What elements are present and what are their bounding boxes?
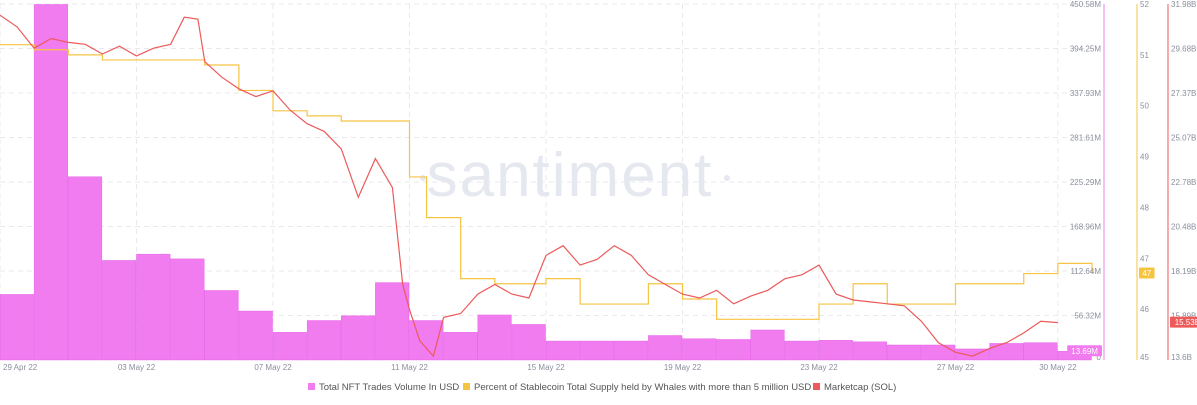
marketcap-axis-tick-label: 29.68B [1171, 45, 1196, 54]
legend-swatch [463, 383, 470, 390]
nft-volume-bar [375, 282, 410, 361]
whales-supply-line [0, 44, 1093, 320]
legend-label: Total NFT Trades Volume In USD [319, 382, 459, 393]
marketcap-axis-tick-label: 27.37B [1171, 89, 1196, 98]
nft-volume-bar [716, 339, 751, 361]
nft-volume-bar [306, 320, 341, 361]
nft-volume-bar [818, 340, 853, 361]
x-tick-label: 27 May 22 [937, 363, 975, 372]
whales-supply-axis-tick-label: 48 [1140, 203, 1149, 212]
nft-volume-bar [682, 338, 717, 361]
legend-swatch [308, 383, 315, 390]
legend-label: Percent of Stablecoin Total Supply held … [474, 382, 811, 393]
nft-volume-axis-tick-label: 225.29M [1070, 178, 1101, 187]
nft-volume-axis-tick-label: 337.93M [1070, 89, 1101, 98]
marketcap-axis-tick-label: 13.6B [1171, 353, 1192, 362]
nft-volume-bar [1023, 342, 1058, 361]
whales-supply-axis-tick-label: 45 [1140, 353, 1149, 362]
nft-volume-bar [852, 341, 887, 361]
whales-supply-axis-tick-label: 47 [1140, 254, 1149, 263]
nft-volume-bar [170, 258, 205, 361]
marketcap-axis-tick-label: 31.98B [1171, 0, 1196, 9]
legend: Total NFT Trades Volume In USD Percent of… [308, 382, 896, 393]
watermark-dot-left [420, 175, 426, 181]
whales-supply-axis-tick-label: 50 [1140, 102, 1149, 111]
x-tick-label: 29 Apr 22 [3, 363, 38, 372]
nft-volume-axis-current-value: 13.69M [1071, 347, 1098, 356]
nft-volume-bar [614, 340, 649, 361]
nft-volume-bar [477, 314, 512, 361]
nft-volume-axis-tick-label: 394.25M [1070, 45, 1101, 54]
nft-volume-bar [545, 340, 580, 361]
nft-volume-bars [0, 4, 1092, 361]
marketcap-axis-current-value: 15.53B [1175, 318, 1197, 327]
x-tick-label: 03 May 22 [118, 363, 156, 372]
nft-volume-bar [887, 344, 922, 361]
x-tick-label: 30 May 22 [1039, 363, 1077, 372]
nft-volume-bar [921, 344, 956, 361]
nft-volume-axis: 450.58M 394.25M 337.93M 281.61M 225.29M 168.9… [1067, 0, 1105, 362]
watermark-text: santiment [427, 141, 714, 210]
marketcap-axis-tick-label: 25.07B [1171, 134, 1196, 143]
nft-volume-bar [272, 332, 307, 361]
whales-supply-axis-current-value: 47 [1142, 269, 1151, 278]
nft-volume-bar [33, 4, 68, 361]
marketcap-axis: 31.98B 29.68B 27.37B 25.07B 22.78B 20.48B 18.1… [1167, 0, 1197, 362]
watermark-dot-right [724, 175, 730, 181]
nft-volume-bar [750, 329, 785, 361]
marketcap-axis-tick-label: 22.78B [1171, 178, 1196, 187]
nft-volume-bar [784, 340, 819, 361]
marketcap-axis-tick-label: 18.19B [1171, 267, 1196, 276]
nft-volume-bar [238, 310, 273, 361]
nft-volume-axis-tick-label: 281.61M [1070, 134, 1101, 143]
nft-volume-axis-tick-label: 56.32M [1074, 312, 1101, 321]
nft-volume-bar [989, 343, 1024, 361]
nft-volume-bar [443, 332, 478, 361]
marketcap-axis-current-badge [1170, 316, 1197, 328]
whales-supply-axis-tick-label: 51 [1140, 51, 1149, 60]
nft-volume-axis-current-badge [1067, 345, 1102, 357]
whales-supply-axis-current-badge [1139, 267, 1155, 279]
nft-volume-bar [0, 294, 34, 361]
x-tick-label: 07 May 22 [254, 363, 292, 372]
marketcap-axis-tick-label: 20.48B [1171, 223, 1196, 232]
nft-volume-bar [341, 315, 376, 361]
nft-volume-axis-tick-label: 0 [1097, 353, 1102, 362]
nft-volume-bar [648, 335, 683, 361]
whales-supply-axis-tick-label: 49 [1140, 153, 1149, 162]
marketcap-line [0, 14, 1058, 358]
x-tick-label: 15 May 22 [527, 363, 565, 372]
nft-volume-bar [579, 340, 614, 361]
nft-volume-axis-tick-label: 168.96M [1070, 223, 1101, 232]
nft-volume-axis-tick-label: 112.64M [1070, 267, 1101, 276]
whales-supply-axis-tick-label: 52 [1140, 0, 1149, 9]
nft-volume-bar [511, 324, 546, 361]
legend-swatch [813, 383, 820, 390]
nft-volume-bar [68, 176, 103, 361]
nft-volume-bar [955, 348, 990, 361]
nft-volume-bar [136, 253, 171, 361]
nft-volume-axis-tick-label: 450.58M [1070, 0, 1101, 9]
nft-volume-bar [102, 260, 137, 361]
whales-supply-axis: 52 51 50 49 48 47 46 45 47 [1136, 0, 1155, 362]
nft-volume-bar [204, 290, 239, 361]
legend-label: Marketcap (SOL) [824, 382, 896, 393]
x-tick-label: 11 May 22 [391, 363, 428, 372]
marketcap-axis-tick-label: 15.89B [1171, 312, 1196, 321]
whales-supply-axis-tick-label: 46 [1140, 305, 1149, 314]
x-tick-label: 19 May 22 [664, 363, 702, 372]
x-tick-label: 23 May 22 [800, 363, 838, 372]
x-axis-ticks: 29 Apr 22 03 May 22 07 May 22 11 May 22 15 M… [3, 363, 1077, 372]
